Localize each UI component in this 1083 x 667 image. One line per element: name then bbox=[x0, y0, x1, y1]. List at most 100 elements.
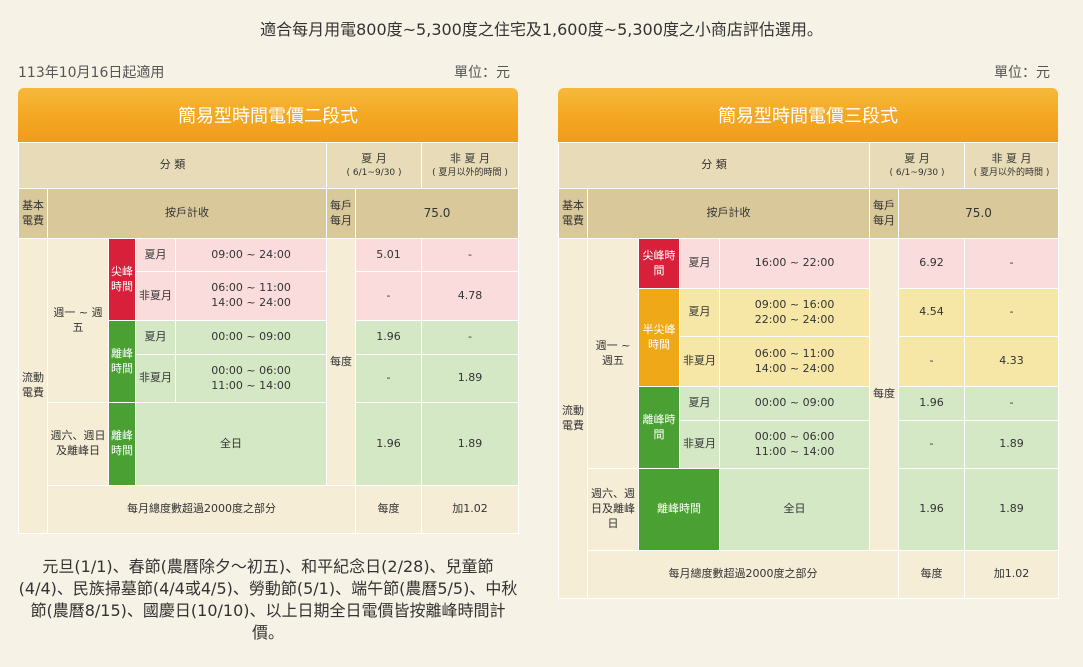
peak-nonsummer-label: 非夏月 bbox=[135, 271, 176, 321]
unit-label-right: 單位：元 bbox=[994, 65, 1050, 81]
semipeak-summer-time-2: 22:00 ~ 24:00 bbox=[754, 312, 835, 326]
header-nonsummer-range: ( 夏月以外的時間 ) bbox=[432, 167, 508, 178]
peak-summer-price: 6.92 bbox=[898, 238, 966, 289]
two-tier-title: 簡易型時間電價二段式 bbox=[18, 88, 518, 142]
per-kwh-label: 每度 bbox=[326, 238, 357, 486]
offpeak-summer-other: - bbox=[421, 320, 520, 355]
offpeak-nonsummer-time-2: 11:00 ~ 14:00 bbox=[211, 378, 291, 392]
offpeak-label: 離峰時間 bbox=[638, 386, 680, 469]
header-nonsummer: 非 夏 月 ( 夏月以外的時間 ) bbox=[964, 142, 1060, 189]
three-tier-title: 簡易型時間電價三段式 bbox=[558, 88, 1058, 142]
header-category: 分 類 bbox=[557, 142, 871, 189]
semipeak-summer-time: 09:00 ~ 16:00 22:00 ~ 24:00 bbox=[718, 288, 871, 337]
peak-nonsummer-time: 06:00 ~ 11:00 14:00 ~ 24:00 bbox=[174, 271, 328, 321]
header-nonsummer-range: ( 夏月以外的時間 ) bbox=[973, 167, 1050, 178]
peak-nonsummer-summer: - bbox=[355, 271, 423, 321]
basic-fee-unit: 每戶每月 bbox=[869, 188, 900, 239]
weekend-label: 週六、週日及離峰日 bbox=[47, 402, 109, 486]
weekend-nonsummer-price: 1.89 bbox=[964, 468, 1060, 551]
weekend-label: 週六、週日及離峰日 bbox=[587, 468, 639, 551]
peak-nonsummer-time-2: 14:00 ~ 24:00 bbox=[211, 296, 291, 309]
offpeak-summer-label: 夏月 bbox=[679, 386, 720, 421]
offpeak-nonsummer-price: 1.89 bbox=[964, 420, 1060, 469]
semipeak-nonsummer-time: 06:00 ~ 11:00 14:00 ~ 24:00 bbox=[718, 336, 871, 387]
header-nonsummer: 非 夏 月 ( 夏月以外的時間 ) bbox=[421, 142, 520, 189]
weekend-offpeak-label: 離峰時間 bbox=[108, 402, 136, 486]
basic-fee-unit: 每戶每月 bbox=[326, 188, 357, 239]
offpeak-nonsummer-time-1: 00:00 ~ 06:00 bbox=[754, 429, 835, 443]
holiday-note: 元旦(1/1)、春節(農曆除夕～初五)、和平紀念日(2/28)、兒童節(4/4)… bbox=[18, 557, 518, 643]
peak-label: 尖峰時間 bbox=[638, 238, 680, 289]
flow-fee-label: 流動電費 bbox=[558, 238, 588, 599]
weekend-nonsummer-price: 1.89 bbox=[421, 402, 520, 486]
excess-unit: 每度 bbox=[898, 550, 966, 599]
weekday-label: 週一 ~ 週五 bbox=[47, 238, 109, 403]
basic-fee-value: 75.0 bbox=[898, 188, 1060, 239]
excess-unit: 每度 bbox=[355, 485, 423, 534]
weekday-label: 週一 ~ 週五 bbox=[587, 238, 639, 469]
weekend-time: 全日 bbox=[718, 468, 871, 551]
basic-fee-desc: 按戶計收 bbox=[46, 188, 328, 239]
semipeak-summer-label: 夏月 bbox=[679, 288, 720, 337]
semipeak-summer-price: 4.54 bbox=[898, 288, 966, 337]
peak-summer-label: 夏月 bbox=[679, 238, 720, 289]
offpeak-nonsummer-summer: - bbox=[355, 354, 423, 403]
peak-summer-time: 16:00 ~ 22:00 bbox=[718, 238, 871, 289]
three-tier-table: 分 類 夏 月 ( 6/1~9/30 ) 非 夏 月 ( 夏月以外的時間 ) 基… bbox=[557, 142, 1060, 599]
header-summer-label: 夏 月 bbox=[361, 152, 387, 165]
intro-text: 適合每月用電800度~5,300度之住宅及1,600度~5,300度之小商店評估… bbox=[260, 20, 823, 39]
offpeak-nonsummer-time-1: 00:00 ~ 06:00 bbox=[211, 363, 291, 377]
semipeak-summer-other: - bbox=[964, 288, 1060, 337]
header-summer: 夏 月 ( 6/1~9/30 ) bbox=[869, 142, 966, 189]
weekend-time: 全日 bbox=[134, 402, 328, 486]
peak-summer-other: - bbox=[964, 238, 1060, 289]
excess-desc: 每月總度數超過2000度之部分 bbox=[586, 550, 900, 599]
semipeak-label: 半尖峰時間 bbox=[638, 288, 680, 387]
offpeak-nonsummer-time: 00:00 ~ 06:00 11:00 ~ 14:00 bbox=[174, 354, 328, 403]
semipeak-summer-time-1: 09:00 ~ 16:00 bbox=[754, 297, 835, 311]
offpeak-nonsummer-label: 非夏月 bbox=[135, 354, 176, 403]
offpeak-nonsummer-price: 1.89 bbox=[421, 354, 520, 403]
weekend-summer-price: 1.96 bbox=[898, 468, 966, 551]
offpeak-nonsummer-time: 00:00 ~ 06:00 11:00 ~ 14:00 bbox=[718, 420, 871, 469]
semipeak-nonsummer-label: 非夏月 bbox=[679, 336, 720, 387]
offpeak-nonsummer-label: 非夏月 bbox=[679, 420, 720, 469]
header-nonsummer-label: 非 夏 月 bbox=[991, 152, 1032, 165]
offpeak-summer-label: 夏月 bbox=[135, 320, 176, 355]
offpeak-nonsummer-time-2: 11:00 ~ 14:00 bbox=[754, 444, 835, 458]
three-tier-panel: 簡易型時間電價三段式 分 類 夏 月 ( 6/1~9/30 ) 非 夏 月 ( … bbox=[557, 88, 1060, 599]
weekend-offpeak-label: 離峰時間 bbox=[638, 468, 720, 551]
offpeak-summer-time: 00:00 ~ 09:00 bbox=[174, 320, 328, 355]
semipeak-nonsummer-time-1: 06:00 ~ 11:00 bbox=[754, 346, 835, 360]
peak-nonsummer-time-1: 06:00 ~ 11:00 bbox=[211, 281, 291, 295]
peak-summer-other: - bbox=[421, 238, 520, 272]
excess-desc: 每月總度數超過2000度之部分 bbox=[46, 485, 357, 534]
excess-value: 加1.02 bbox=[964, 550, 1060, 599]
weekend-summer-price: 1.96 bbox=[355, 402, 423, 486]
peak-summer-time: 09:00 ~ 24:00 bbox=[174, 238, 328, 272]
per-kwh-label: 每度 bbox=[869, 238, 900, 551]
header-nonsummer-label: 非 夏 月 bbox=[450, 152, 491, 165]
peak-summer-price: 5.01 bbox=[355, 238, 423, 272]
offpeak-summer-price: 1.96 bbox=[355, 320, 423, 355]
offpeak-nonsummer-summer: - bbox=[898, 420, 966, 469]
semipeak-nonsummer-summer: - bbox=[898, 336, 966, 387]
header-summer-range: ( 6/1~9/30 ) bbox=[889, 167, 945, 178]
flow-fee-label: 流動電費 bbox=[18, 238, 48, 534]
peak-summer-label: 夏月 bbox=[135, 238, 176, 272]
header-summer: 夏 月 ( 6/1~9/30 ) bbox=[326, 142, 423, 189]
basic-fee-value: 75.0 bbox=[355, 188, 520, 239]
basic-fee-label: 基本電費 bbox=[18, 188, 48, 239]
unit-label-left: 單位：元 bbox=[454, 65, 510, 81]
header-category: 分 類 bbox=[17, 142, 328, 189]
header-summer-label: 夏 月 bbox=[904, 152, 930, 165]
two-tier-table: 分 類 夏 月 ( 6/1~9/30 ) 非 夏 月 ( 夏月以外的時間 ) 基… bbox=[17, 142, 520, 534]
effective-date: 113年10月16日起適用 bbox=[18, 65, 165, 81]
offpeak-summer-price: 1.96 bbox=[898, 386, 966, 421]
basic-fee-label: 基本電費 bbox=[558, 188, 588, 239]
basic-fee-desc: 按戶計收 bbox=[586, 188, 871, 239]
offpeak-summer-time: 00:00 ~ 09:00 bbox=[718, 386, 871, 421]
peak-label: 尖峰時間 bbox=[108, 238, 136, 321]
header-summer-range: ( 6/1~9/30 ) bbox=[346, 167, 402, 178]
offpeak-label: 離峰時間 bbox=[108, 320, 136, 403]
